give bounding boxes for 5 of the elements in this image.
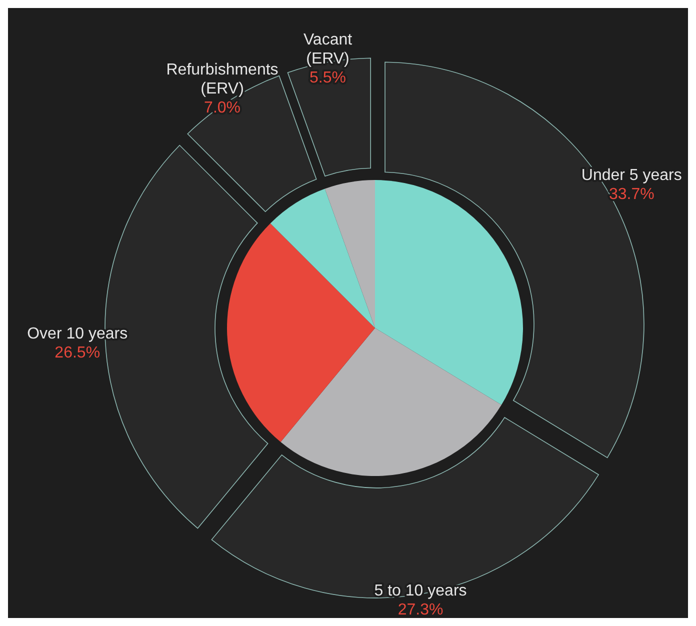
text: 33.7% [608, 186, 654, 204]
text: 5.5% [310, 69, 346, 86]
text: 26.5% [54, 344, 100, 362]
slice-label: Refurbishments (ERV) [166, 61, 278, 98]
text: 27.3% [398, 601, 444, 618]
